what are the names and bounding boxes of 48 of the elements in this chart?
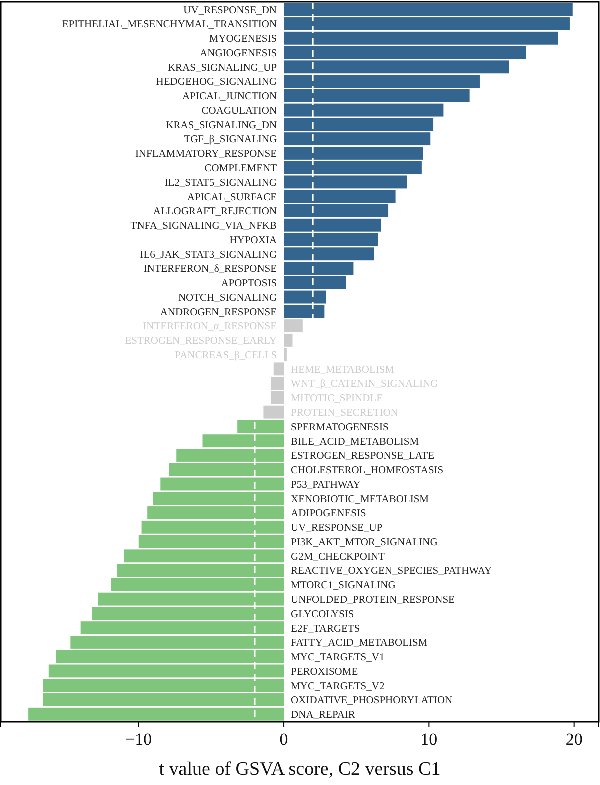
y-tick-label: APICAL_JUNCTION: [182, 92, 278, 103]
x-tick-label: −10: [126, 730, 152, 750]
y-tick-label: COMPLEMENT: [204, 164, 278, 175]
y-tick-label: UV_RESPONSE_DN: [184, 5, 278, 16]
y-tick-label: G2M_CHECKPOINT: [291, 552, 386, 563]
x-axis-title: t value of GSVA score, C2 versus C1: [159, 759, 441, 780]
y-tick-label: UNFOLDED_PROTEIN_RESPONSE: [291, 594, 455, 606]
x-tick-label: 0: [280, 730, 288, 750]
y-tick-label: PEROXISOME: [291, 666, 358, 678]
y-tick-label: GLYCOLYSIS: [291, 609, 354, 620]
y-tick-label: MTORC1_SIGNALING: [291, 580, 396, 592]
y-tick-label: KRAS_SIGNALING_UP: [168, 62, 278, 74]
y-tick-label: INTERFERON_δ_RESPONSE: [144, 264, 278, 276]
y-tick-label: ALLOGRAFT_REJECTION: [153, 206, 278, 218]
y-tick-label: INFLAMMATORY_RESPONSE: [135, 149, 278, 160]
y-tick-label: ANGIOGENESIS: [200, 48, 278, 60]
y-tick-label: HEDGEHOG_SIGNALING: [156, 77, 278, 88]
y-tick-label: EPITHELIAL_MESENCHYMAL_TRANSITION: [62, 20, 278, 31]
y-tick-label: APICAL_SURFACE: [187, 192, 278, 204]
y-tick-label: APOPTOSIS: [221, 278, 278, 290]
y-tick-label: TNFA_SIGNALING_VIA_NFKB: [130, 221, 278, 232]
x-tick-label: 10: [420, 730, 438, 750]
y-tick-label: PI3K_AKT_MTOR_SIGNALING: [291, 537, 438, 548]
y-tick-label: CHOLESTEROL_HOMEOSTASIS: [291, 466, 444, 477]
y-tick-label: KRAS_SIGNALING_DN: [166, 120, 278, 132]
x-tick-label: 20: [566, 730, 583, 750]
y-tick-label: MYC_TARGETS_V2: [291, 681, 385, 692]
y-tick-label: REACTIVE_OXYGEN_SPECIES_PATHWAY: [291, 566, 493, 578]
y-tick-label: DNA_REPAIR: [291, 710, 356, 722]
y-tick-label: E2F_TARGETS: [291, 624, 360, 635]
y-tick-label: MYC_TARGETS_V1: [291, 652, 385, 664]
y-tick-label: ESTROGEN_RESPONSE_LATE: [291, 451, 435, 462]
y-tick-label: BILE_ACID_METABOLISM: [291, 436, 420, 448]
y-tick-label: IL2_STAT5_SIGNALING: [164, 178, 278, 189]
y-tick-label: ANDROGEN_RESPONSE: [160, 307, 278, 318]
y-tick-label: OXIDATIVE_PHOSPHORYLATION: [291, 696, 454, 707]
y-tick-label: HYPOXIA: [230, 235, 278, 246]
y-tick-label: COAGULATION: [202, 106, 278, 117]
y-tick-label: ADIPOGENESIS: [291, 508, 366, 520]
y-tick-label: FATTY_ACID_METABOLISM: [291, 638, 428, 650]
y-tick-label: TGF_β_SIGNALING: [184, 134, 278, 146]
y-tick-label: P53_PATHWAY: [291, 480, 362, 491]
y-tick-label: MYOGENESIS: [209, 34, 278, 46]
y-tick-label: UV_RESPONSE_UP: [291, 523, 383, 534]
y-tick-label: NOTCH_SIGNALING: [178, 292, 278, 304]
y-tick-label: SPERMATOGENESIS: [291, 422, 390, 434]
y-tick-label: IL6_JAK_STAT3_SIGNALING: [140, 250, 278, 261]
y-tick-label: XENOBIOTIC_METABOLISM: [291, 494, 430, 506]
